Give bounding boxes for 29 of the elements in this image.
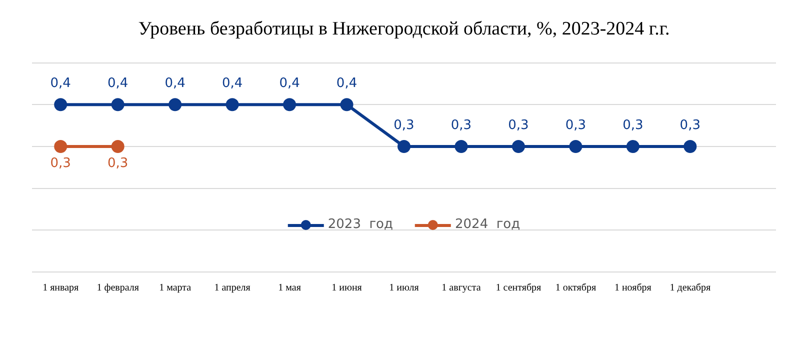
x-tick-label: 1 февраля — [96, 282, 140, 294]
data-label: 0,4 — [222, 76, 243, 92]
x-tick-label: 1 декабря — [670, 282, 711, 294]
data-label: 0,4 — [108, 76, 128, 92]
x-tick-label: 1 апреля — [214, 282, 251, 294]
x-tick-label: 1 июня — [332, 282, 362, 294]
data-label: 0,3 — [680, 118, 700, 133]
x-tick-label: 1 марта — [159, 282, 192, 294]
data-label: 0,3 — [622, 118, 644, 133]
data-label: 0,3 — [50, 156, 71, 171]
data-label: 0,4 — [50, 76, 71, 92]
data-label: 0,3 — [565, 118, 586, 133]
x-tick-label: 1 мая — [278, 282, 302, 294]
data-label: 0,4 — [279, 76, 300, 92]
x-tick-label: 1 августа — [442, 282, 482, 294]
data-label: 0,4 — [336, 76, 358, 92]
x-tick-label: 1 июля — [389, 282, 420, 294]
x-tick-label: 1 сентября — [496, 282, 542, 294]
legend-label: 2024 год — [455, 217, 520, 232]
data-label: 0,3 — [508, 118, 529, 133]
data-label: 0,3 — [450, 118, 472, 133]
data-label: 0,4 — [164, 76, 186, 92]
x-tick-label: 1 ноября — [614, 282, 652, 294]
legend-label: 2023 год — [328, 217, 393, 232]
chart-title: Уровень безработицы в Нижегородской области, %, 2023-2024 г.г. — [138, 18, 670, 40]
x-tick-label: 1 января — [42, 282, 80, 294]
data-label: 0,3 — [394, 118, 414, 133]
data-label: 0,3 — [108, 156, 128, 171]
x-tick-label: 1 октября — [555, 282, 596, 294]
